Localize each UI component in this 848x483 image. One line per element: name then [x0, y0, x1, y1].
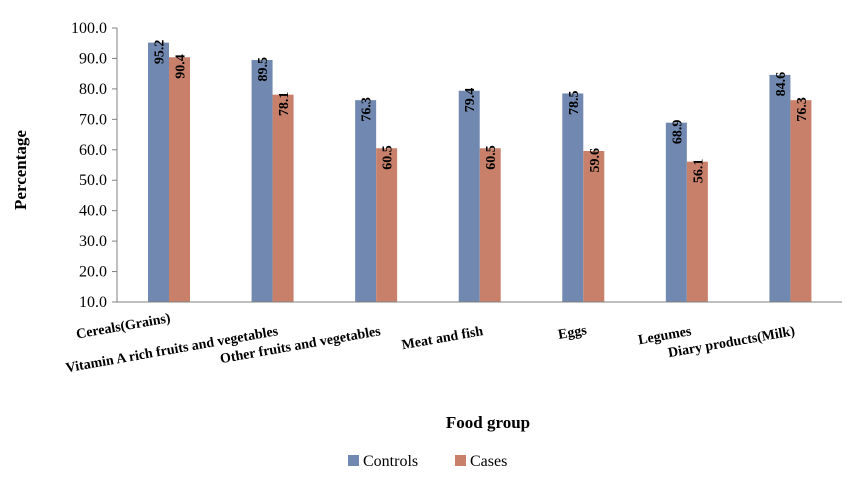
- y-tick-label: 100.0: [71, 20, 107, 37]
- y-tick-label: 70.0: [79, 111, 107, 128]
- y-tick-label: 80.0: [79, 81, 107, 98]
- y-tick-label: 50.0: [79, 172, 107, 189]
- y-tick-label: 30.0: [79, 233, 107, 250]
- bar-cases: [583, 150, 605, 302]
- data-label-controls: 78.5: [567, 90, 582, 115]
- bar-cases: [790, 100, 812, 302]
- y-tick-label: 40.0: [79, 203, 107, 220]
- bar-controls: [769, 74, 791, 302]
- data-label-cases: 59.6: [588, 148, 603, 173]
- y-axis-title: Percentage: [11, 130, 30, 210]
- bar-cases: [686, 161, 708, 302]
- bar-controls: [665, 122, 687, 302]
- legend-swatch-cases: [455, 455, 466, 466]
- y-tick-label: 10.0: [79, 294, 107, 311]
- data-labels: 95.2 89.5 76.3 79.4 78.5 68.9 84.6 90.4 78.1 60.5…: [153, 40, 810, 184]
- bar-controls: [251, 59, 273, 302]
- x-category-label: Meat and fish: [401, 324, 485, 353]
- bar-cases: [376, 148, 398, 302]
- x-category-label: Cereals(Grains): [75, 311, 172, 342]
- legend-label-controls: Controls: [363, 453, 418, 470]
- bar-controls: [355, 100, 377, 302]
- data-label-controls: 84.6: [774, 72, 789, 97]
- legend-swatch-controls: [348, 455, 359, 466]
- legend-label-cases: Cases: [470, 453, 507, 470]
- bar-cases: [169, 57, 190, 302]
- data-label-cases: 60.5: [484, 145, 499, 170]
- data-label-cases: 60.5: [381, 145, 396, 170]
- data-label-controls: 95.2: [153, 40, 168, 65]
- bars: [148, 42, 812, 303]
- legend: Controls Cases: [348, 453, 507, 470]
- bar-cases: [272, 94, 294, 302]
- bar-controls: [562, 93, 584, 302]
- x-axis-category-labels: Cereals(Grains)Vitamin A rich fruits and…: [65, 311, 797, 376]
- data-label-controls: 76.3: [360, 97, 375, 122]
- data-label-controls: 89.5: [256, 57, 271, 82]
- y-tick-label: 60.0: [79, 142, 107, 159]
- data-label-cases: 76.3: [795, 97, 810, 122]
- data-label-controls: 68.9: [670, 120, 685, 145]
- bar-controls: [458, 90, 480, 303]
- data-label-cases: 90.4: [174, 54, 189, 79]
- bar-controls: [148, 42, 169, 302]
- x-category-label: Eggs: [557, 323, 588, 343]
- y-axis-ticks: 10.0 20.0 30.0 40.0 50.0 60.0 70.0 80.0 90.0 100.…: [71, 20, 117, 311]
- y-tick-label: 20.0: [79, 264, 107, 281]
- data-label-controls: 79.4: [463, 88, 478, 113]
- bar-cases: [479, 148, 501, 302]
- x-axis-title: Food group: [446, 413, 530, 432]
- data-label-cases: 56.1: [691, 159, 706, 184]
- y-tick-label: 90.0: [79, 50, 107, 67]
- data-label-cases: 78.1: [277, 92, 292, 117]
